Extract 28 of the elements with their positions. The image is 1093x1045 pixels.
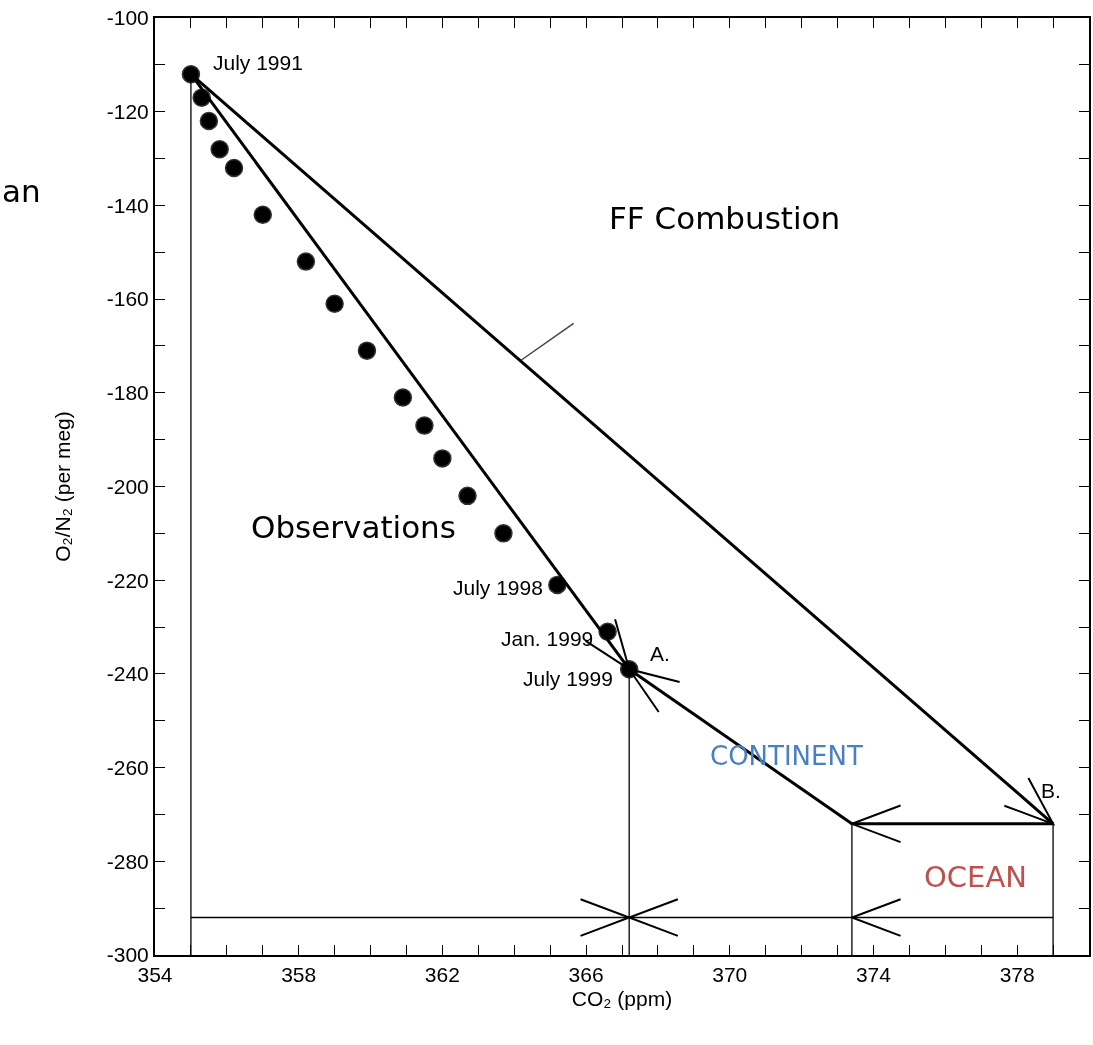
y-tick-label: -280 (106, 849, 149, 873)
y-tick-label: -240 (106, 662, 149, 686)
y-tick-label: -180 (106, 381, 149, 405)
annotation: July 1998 (453, 576, 543, 599)
y-tick-label: -200 (106, 474, 149, 498)
x-axis-title: CO₂ (ppm) (571, 986, 673, 1010)
y-tick-label: -160 (106, 287, 149, 311)
text: an (2, 173, 41, 209)
x-tick-label: 378 (999, 963, 1035, 987)
y-tick-label: -120 (106, 100, 149, 124)
y-tick-label: -260 (106, 755, 149, 779)
x-tick-label: 370 (712, 963, 748, 987)
annotation: July 1991 (213, 51, 303, 74)
annotation: B. (1041, 779, 1061, 802)
annotation: Jan. 1999 (501, 627, 594, 650)
y-tick-label: -220 (106, 568, 149, 592)
annotation: FF Combustion (609, 200, 841, 236)
y-axis-title: O₂/N₂ (per meg) (51, 411, 75, 562)
x-tick-label: 362 (424, 963, 460, 987)
y-tick-label: -140 (106, 193, 149, 217)
annotation: Observations (251, 509, 456, 545)
y-tick-label: -100 (106, 6, 149, 30)
x-tick-label: 358 (281, 963, 317, 987)
x-tick-label: 366 (568, 963, 604, 987)
x-tick-label: 374 (855, 963, 892, 987)
annotation: A. (650, 642, 670, 665)
annotation: OCEAN (924, 860, 1027, 894)
annotation: July 1999 (523, 667, 613, 690)
